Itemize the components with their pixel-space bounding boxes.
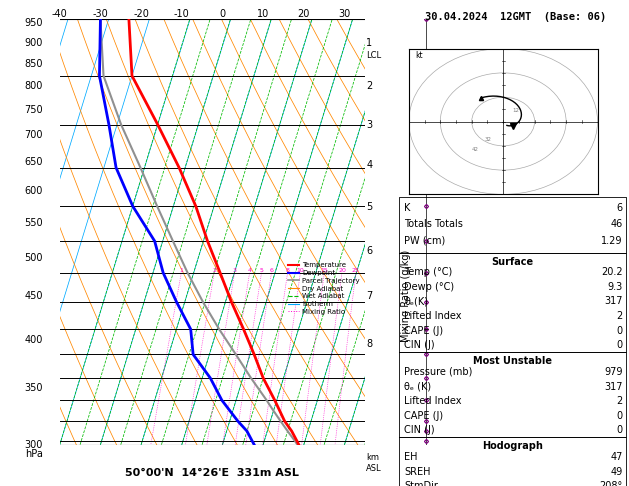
Text: 0: 0 xyxy=(616,326,623,336)
Text: 1: 1 xyxy=(179,268,183,273)
Text: 5: 5 xyxy=(260,268,264,273)
Text: 47: 47 xyxy=(610,452,623,462)
Text: 0: 0 xyxy=(616,425,623,435)
Text: 2: 2 xyxy=(366,81,372,91)
Text: 6: 6 xyxy=(366,246,372,256)
Text: 0: 0 xyxy=(616,411,623,421)
Text: Hodograph: Hodograph xyxy=(482,441,543,451)
Text: EH: EH xyxy=(404,452,418,462)
Text: 3: 3 xyxy=(233,268,237,273)
Text: 3: 3 xyxy=(366,120,372,130)
Text: Mixing Ratio (g/kg): Mixing Ratio (g/kg) xyxy=(401,250,411,342)
Text: 450: 450 xyxy=(25,292,43,301)
Text: PW (cm): PW (cm) xyxy=(404,236,446,246)
Text: 10: 10 xyxy=(296,268,304,273)
Text: 20: 20 xyxy=(298,9,310,19)
Text: 42: 42 xyxy=(472,147,479,152)
Text: 15: 15 xyxy=(321,268,328,273)
Text: 650: 650 xyxy=(25,157,43,167)
Text: 20: 20 xyxy=(338,268,346,273)
Text: 7: 7 xyxy=(366,292,372,301)
Text: Lifted Index: Lifted Index xyxy=(404,396,462,406)
Text: 30.04.2024  12GMT  (Base: 06): 30.04.2024 12GMT (Base: 06) xyxy=(425,12,606,22)
Text: 8: 8 xyxy=(366,339,372,349)
Text: StmDir: StmDir xyxy=(404,481,438,486)
Text: 950: 950 xyxy=(25,18,43,28)
Text: 550: 550 xyxy=(25,218,43,228)
Text: 2: 2 xyxy=(616,311,623,321)
Text: 1: 1 xyxy=(366,38,372,48)
Text: 46: 46 xyxy=(611,219,623,229)
Text: CAPE (J): CAPE (J) xyxy=(404,411,443,421)
Text: Dewp (°C): Dewp (°C) xyxy=(404,282,455,292)
Text: 300: 300 xyxy=(25,440,43,450)
Text: 2: 2 xyxy=(616,396,623,406)
Text: -30: -30 xyxy=(92,9,108,19)
Text: K: K xyxy=(404,203,411,213)
Text: 1.29: 1.29 xyxy=(601,236,623,246)
Text: Most Unstable: Most Unstable xyxy=(473,356,552,366)
Text: 500: 500 xyxy=(25,253,43,263)
Text: 30: 30 xyxy=(338,9,350,19)
Text: Totals Totals: Totals Totals xyxy=(404,219,464,229)
Text: 2: 2 xyxy=(212,268,216,273)
Text: 25: 25 xyxy=(352,268,360,273)
Text: 0: 0 xyxy=(616,340,623,350)
Text: -20: -20 xyxy=(133,9,149,19)
Text: 750: 750 xyxy=(25,104,43,115)
Text: -40: -40 xyxy=(52,9,68,19)
Text: 0: 0 xyxy=(220,9,226,19)
Text: 20.2: 20.2 xyxy=(601,267,623,278)
Text: 9.3: 9.3 xyxy=(608,282,623,292)
Text: 6: 6 xyxy=(270,268,274,273)
Text: 800: 800 xyxy=(25,81,43,91)
Text: 8: 8 xyxy=(286,268,289,273)
Text: 4: 4 xyxy=(248,268,252,273)
Text: Pressure (mb): Pressure (mb) xyxy=(404,367,473,377)
Text: hPa: hPa xyxy=(25,449,43,459)
Text: Surface: Surface xyxy=(492,257,533,267)
Text: 49: 49 xyxy=(611,467,623,477)
Text: 400: 400 xyxy=(25,334,43,345)
Text: CIN (J): CIN (J) xyxy=(404,425,435,435)
Text: 6: 6 xyxy=(616,203,623,213)
Text: 700: 700 xyxy=(25,130,43,140)
Text: LCL: LCL xyxy=(366,51,381,60)
Text: 600: 600 xyxy=(25,186,43,196)
Text: Temp (°C): Temp (°C) xyxy=(404,267,453,278)
Text: SREH: SREH xyxy=(404,467,431,477)
Text: 50°00'N  14°26'E  331m ASL: 50°00'N 14°26'E 331m ASL xyxy=(125,468,299,478)
Text: km
ASL: km ASL xyxy=(366,453,382,472)
Text: 979: 979 xyxy=(604,367,623,377)
Text: 12: 12 xyxy=(513,108,520,113)
Text: θₑ(K): θₑ(K) xyxy=(404,296,428,307)
Text: 317: 317 xyxy=(604,382,623,392)
Text: -10: -10 xyxy=(174,9,190,19)
Text: 350: 350 xyxy=(25,383,43,393)
Text: 10: 10 xyxy=(257,9,269,19)
Text: 208°: 208° xyxy=(599,481,623,486)
Text: CIN (J): CIN (J) xyxy=(404,340,435,350)
Text: 5: 5 xyxy=(366,202,372,212)
Text: θₑ (K): θₑ (K) xyxy=(404,382,431,392)
Text: 900: 900 xyxy=(25,38,43,48)
Text: CAPE (J): CAPE (J) xyxy=(404,326,443,336)
Legend: Temperature, Dewpoint, Parcel Trajectory, Dry Adiabat, Wet Adiabat, Isotherm, Mi: Temperature, Dewpoint, Parcel Trajectory… xyxy=(287,261,361,316)
Text: 850: 850 xyxy=(25,59,43,69)
Text: Lifted Index: Lifted Index xyxy=(404,311,462,321)
Text: 317: 317 xyxy=(604,296,623,307)
Text: 32: 32 xyxy=(484,137,491,142)
Text: 4: 4 xyxy=(366,160,372,170)
Text: kt: kt xyxy=(415,52,423,60)
